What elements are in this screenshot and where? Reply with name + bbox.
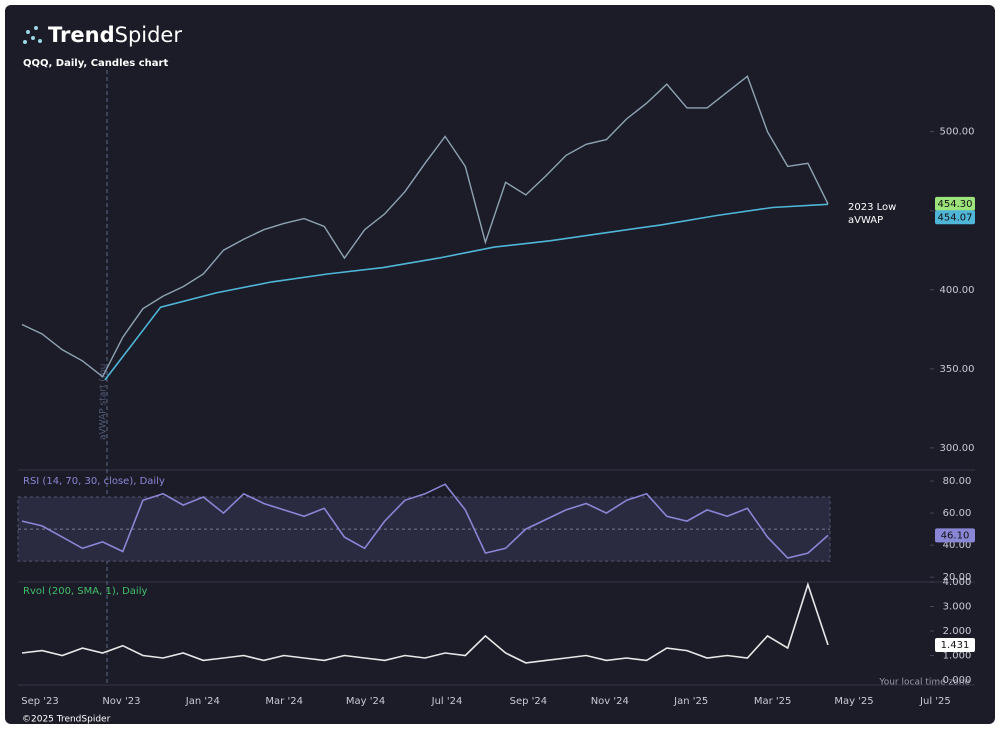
logo-dot: [23, 40, 27, 44]
annotation: aVWAP: [848, 215, 883, 226]
y-tick-label: 2.000: [943, 626, 972, 637]
y-tick-label: 1.000: [943, 651, 972, 662]
last-value-badge: [935, 637, 975, 652]
y-tick-label: 4.000: [943, 577, 972, 588]
logo-text: TrendSpider: [48, 23, 182, 47]
y-tick-label: 500.00: [940, 127, 975, 138]
last-value-label: 1.431: [941, 640, 970, 651]
last-value-badge: [935, 528, 975, 543]
timezone-note: Your local time zone: [878, 678, 970, 688]
logo-dot: [34, 26, 38, 30]
series-line: [21, 581, 829, 664]
copyright: ©2025 TrendSpider: [22, 715, 111, 725]
last-value-label: 454.07: [938, 212, 973, 223]
rvol-title: Rvol (200, SMA, 1), Daily: [23, 586, 147, 597]
x-tick-label: Nov '23: [102, 696, 140, 707]
logo: TrendSpider: [23, 23, 182, 47]
x-tick-label: Mar '25: [754, 696, 792, 707]
series-line: [104, 203, 829, 381]
x-tick-label: May '24: [346, 696, 385, 707]
price-title: QQQ, Daily, Candles chart: [23, 58, 168, 69]
logo-rest: Spider: [115, 23, 183, 47]
logo-dot: [38, 39, 42, 43]
y-tick-label: 60.00: [943, 508, 972, 519]
y-tick-label: 350.00: [940, 364, 975, 375]
rsi-band: [17, 496, 831, 562]
y-tick-label: 3.000: [943, 602, 972, 613]
rsi-title: RSI (14, 70, 30, close), Daily: [23, 476, 165, 487]
annotation: 2023 Low: [848, 202, 896, 213]
logo-bold: Trend: [48, 23, 115, 47]
logo-dot: [31, 36, 35, 40]
x-tick-label: Jan '24: [185, 696, 220, 707]
x-tick-label: Jul '25: [919, 696, 951, 707]
x-tick-label: Nov '24: [591, 696, 629, 707]
x-tick-label: May '25: [834, 696, 873, 707]
y-tick-label: 300.00: [940, 443, 975, 454]
y-tick-label: 40.00: [943, 540, 972, 551]
last-value-badge: [935, 196, 975, 211]
vwap-start-label: aVWAP start (mu: [99, 364, 109, 440]
x-tick-label: Sep '23: [21, 696, 59, 707]
last-value-badge: [935, 210, 975, 225]
panel-background: [5, 5, 995, 724]
x-tick-label: Jul '24: [431, 696, 463, 707]
y-tick-label: 20.00: [943, 572, 972, 583]
x-tick-label: Mar '24: [265, 696, 303, 707]
y-tick-label: 80.00: [943, 476, 972, 487]
y-tick-label: 0.000: [943, 675, 972, 686]
x-tick-label: Jan '25: [673, 696, 708, 707]
last-value-label: 46.10: [941, 530, 970, 541]
series-line: [21, 483, 829, 559]
y-tick-label: 400.00: [940, 285, 975, 296]
series-line: [21, 75, 829, 378]
logo-dot: [26, 30, 30, 34]
x-tick-label: Sep '24: [510, 696, 548, 707]
last-value-label: 454.30: [938, 199, 973, 210]
